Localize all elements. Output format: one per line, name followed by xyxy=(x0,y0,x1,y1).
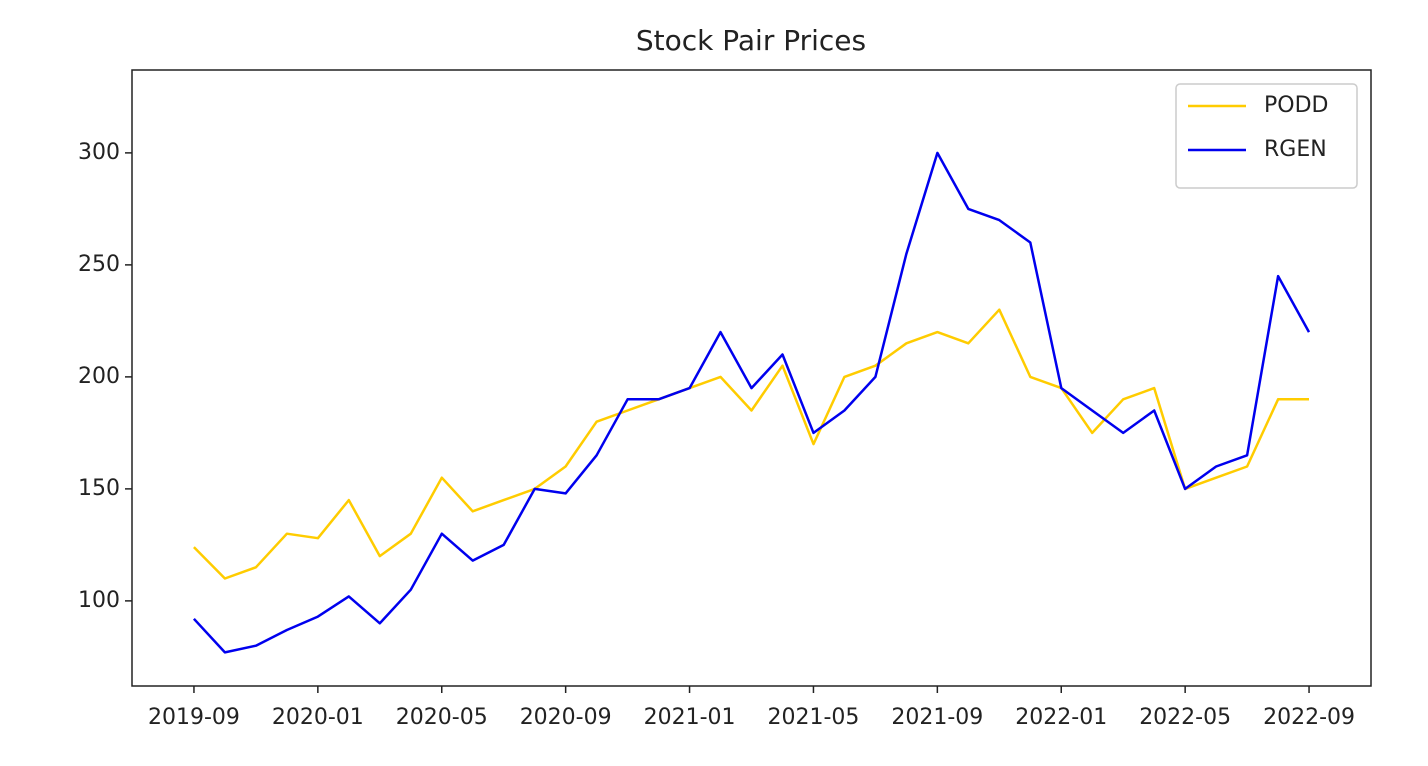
series-line xyxy=(193,308,1309,580)
legend-label: RGEN xyxy=(1264,137,1327,162)
plot-frame xyxy=(131,69,1372,687)
chart-title: Stock Pair Prices xyxy=(636,24,866,57)
x-tick-label: 2021-09 xyxy=(891,705,983,730)
series-line xyxy=(192,151,1311,654)
y-tick-label: 150 xyxy=(78,476,120,501)
x-tick-label: 2020-01 xyxy=(272,705,364,730)
x-tick-label: 2020-09 xyxy=(520,705,612,730)
y-tick-label: 200 xyxy=(78,364,120,389)
y-tick-label: 250 xyxy=(78,252,120,277)
x-tick-label: 2019-09 xyxy=(148,705,240,730)
legend-label: PODD xyxy=(1264,93,1328,118)
y-tick-label: 100 xyxy=(78,588,120,613)
x-tick-label: 2022-05 xyxy=(1139,705,1231,730)
x-tick-label: 2020-05 xyxy=(396,705,488,730)
x-tick-label: 2022-09 xyxy=(1263,705,1355,730)
x-tick-label: 2022-01 xyxy=(1015,705,1107,730)
y-tick-label: 300 xyxy=(78,140,120,165)
legend-box xyxy=(1175,83,1358,189)
x-tick-label: 2021-05 xyxy=(767,705,859,730)
x-tick-label: 2021-01 xyxy=(644,705,736,730)
